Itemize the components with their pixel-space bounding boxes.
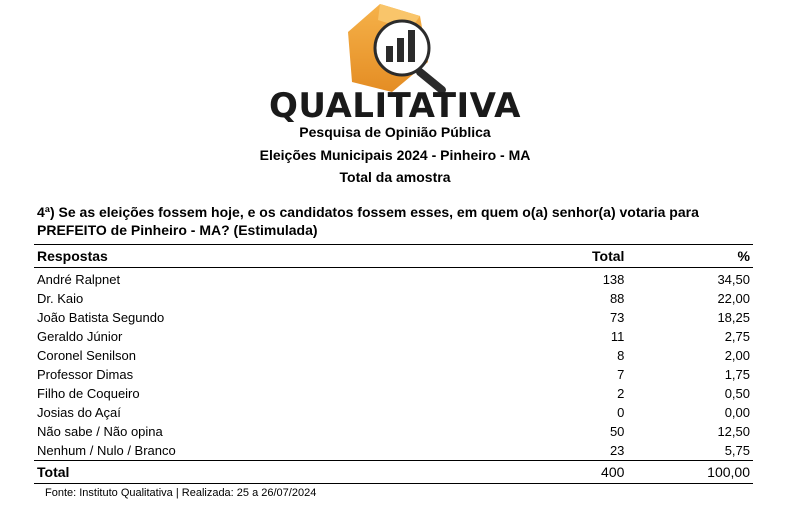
candidate-total: 88 — [609, 291, 625, 306]
candidate-name: Nenhum / Nulo / Branco — [37, 443, 176, 458]
candidate-total: 138 — [602, 272, 625, 287]
candidate-percent: 34,50 — [717, 272, 750, 287]
question-line-2: PREFEITO de Pinheiro - MA? (Estimulada) — [37, 222, 318, 238]
table-row: Dr. Kaio 88 22,00 — [34, 289, 753, 308]
candidate-percent: 2,00 — [724, 348, 750, 363]
table-row: Nenhum / Nulo / Branco 23 5,75 — [34, 441, 753, 461]
question-text: 4ª) Se as eleições fossem hoje, e os can… — [37, 203, 757, 239]
table-row: Geraldo Júnior 11 2,75 — [34, 327, 753, 346]
table-row: João Batista Segundo 73 18,25 — [34, 308, 753, 327]
candidate-name: Coronel Senilson — [37, 348, 137, 363]
table-row: Professor Dimas 7 1,75 — [34, 365, 753, 384]
table-row: Coronel Senilson 8 2,00 — [34, 346, 753, 365]
table-row: Não sabe / Não opina 50 12,50 — [34, 422, 753, 441]
total-count: 400 — [497, 460, 628, 484]
candidate-percent: 12,50 — [717, 424, 750, 439]
candidate-percent: 0,00 — [724, 405, 750, 420]
total-row: Total 400 100,00 — [34, 460, 753, 484]
sample-label: Total da amostra — [339, 169, 451, 185]
qualitativa-logo-icon — [348, 4, 446, 94]
header-respostas: Respostas — [34, 244, 498, 268]
candidate-total: 50 — [609, 424, 625, 439]
candidate-name: Dr. Kaio — [37, 291, 84, 306]
survey-subtitle: Pesquisa de Opinião Pública — [299, 124, 491, 140]
candidate-total: 0 — [617, 405, 625, 420]
candidate-name: Josias do Açaí — [37, 405, 121, 420]
candidate-percent: 18,25 — [717, 310, 750, 325]
table-row: Filho de Coqueiro 2 0,50 — [34, 384, 753, 403]
candidate-total: 73 — [609, 310, 625, 325]
results-table: Respostas Total % André Ralpnet 138 34,5… — [34, 244, 753, 484]
header-total: Total — [497, 244, 628, 268]
candidate-name: Filho de Coqueiro — [37, 386, 140, 401]
table-header-row: Respostas Total % — [34, 244, 753, 268]
total-percent: 100,00 — [627, 460, 753, 484]
candidate-percent: 5,75 — [724, 443, 750, 458]
candidate-total: 11 — [610, 329, 625, 344]
brand-name: QUALITATIVA — [269, 86, 521, 126]
source-footer: Fonte: Instituto Qualitativa | Realizada… — [45, 487, 317, 499]
candidate-name: Não sabe / Não opina — [37, 424, 163, 439]
question-line-1: 4ª) Se as eleições fossem hoje, e os can… — [37, 204, 699, 220]
candidate-name: Professor Dimas — [37, 367, 134, 382]
candidate-total: 23 — [609, 443, 625, 458]
table-row: André Ralpnet 138 34,50 — [34, 268, 753, 290]
candidate-total: 2 — [617, 386, 625, 401]
candidate-percent: 2,75 — [724, 329, 750, 344]
candidate-percent: 22,00 — [717, 291, 750, 306]
candidate-percent: 1,75 — [724, 367, 750, 382]
total-label: Total — [34, 460, 498, 484]
candidate-percent: 0,50 — [724, 386, 750, 401]
candidate-total: 7 — [617, 367, 625, 382]
candidate-name: André Ralpnet — [37, 272, 121, 287]
table-row: Josias do Açaí 0 0,00 — [34, 403, 753, 422]
candidate-name: João Batista Segundo — [37, 310, 165, 325]
candidate-total: 8 — [617, 348, 625, 363]
election-title: Eleições Municipais 2024 - Pinheiro - MA — [259, 147, 531, 163]
header-percent: % — [627, 244, 753, 268]
candidate-name: Geraldo Júnior — [37, 329, 123, 344]
